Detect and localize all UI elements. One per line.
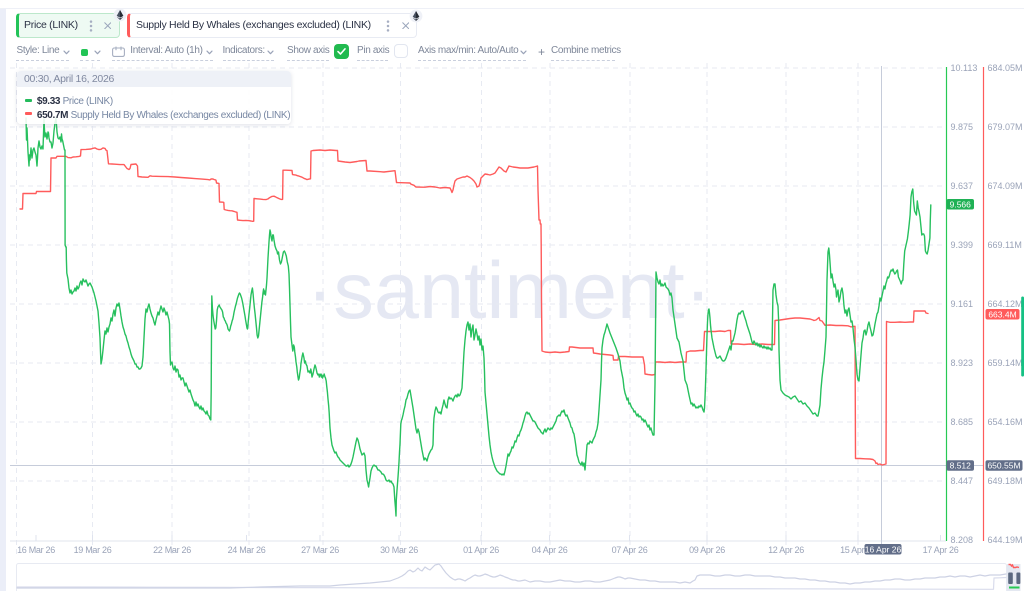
svg-text:669.11M: 669.11M (988, 240, 1022, 250)
svg-text:17 Apr 26: 17 Apr 26 (923, 545, 959, 555)
svg-text:644.19M: 644.19M (988, 535, 1023, 545)
svg-text:8.923: 8.923 (951, 358, 974, 368)
svg-text:8.208: 8.208 (951, 535, 974, 545)
svg-text:674.09M: 674.09M (988, 181, 1023, 191)
svg-text:07 Apr 26: 07 Apr 26 (612, 545, 648, 555)
svg-text:8.447: 8.447 (951, 476, 974, 486)
svg-text:9.875: 9.875 (951, 122, 974, 132)
svg-text:01 Apr 26: 01 Apr 26 (463, 545, 499, 555)
svg-text:679.07M: 679.07M (988, 122, 1023, 132)
svg-text:22 Mar 26: 22 Mar 26 (153, 545, 191, 555)
svg-text:8.512: 8.512 (950, 460, 972, 470)
svg-text:27 Mar 26: 27 Mar 26 (301, 545, 339, 555)
svg-text:09 Apr 26: 09 Apr 26 (689, 545, 725, 555)
svg-text:04 Apr 26: 04 Apr 26 (532, 545, 568, 555)
svg-text:649.18M: 649.18M (988, 476, 1023, 486)
svg-text:664.12M: 664.12M (988, 299, 1023, 309)
svg-text:16 Mar 26: 16 Mar 26 (17, 545, 55, 555)
svg-text:·santiment·: ·santiment· (306, 246, 711, 336)
svg-text:9.637: 9.637 (951, 181, 974, 191)
svg-text:8.685: 8.685 (951, 417, 974, 427)
svg-text:12 Apr 26: 12 Apr 26 (768, 545, 804, 555)
svg-text:654.16M: 654.16M (988, 417, 1023, 427)
svg-text:9.566: 9.566 (950, 199, 972, 209)
svg-text:10.113: 10.113 (951, 63, 978, 73)
svg-text:659.14M: 659.14M (988, 358, 1023, 368)
svg-text:663.4M: 663.4M (988, 309, 1016, 319)
svg-text:650.55M: 650.55M (987, 460, 1020, 470)
svg-text:15 Apr 26: 15 Apr 26 (840, 545, 876, 555)
svg-text:24 Mar 26: 24 Mar 26 (228, 545, 266, 555)
svg-text:30 Mar 26: 30 Mar 26 (380, 545, 418, 555)
svg-text:684.05M: 684.05M (988, 63, 1023, 73)
svg-text:9.399: 9.399 (951, 240, 974, 250)
svg-text:16 Apr 26: 16 Apr 26 (865, 544, 902, 554)
svg-text:9.161: 9.161 (951, 299, 974, 309)
svg-text:19 Mar 26: 19 Mar 26 (74, 545, 112, 555)
